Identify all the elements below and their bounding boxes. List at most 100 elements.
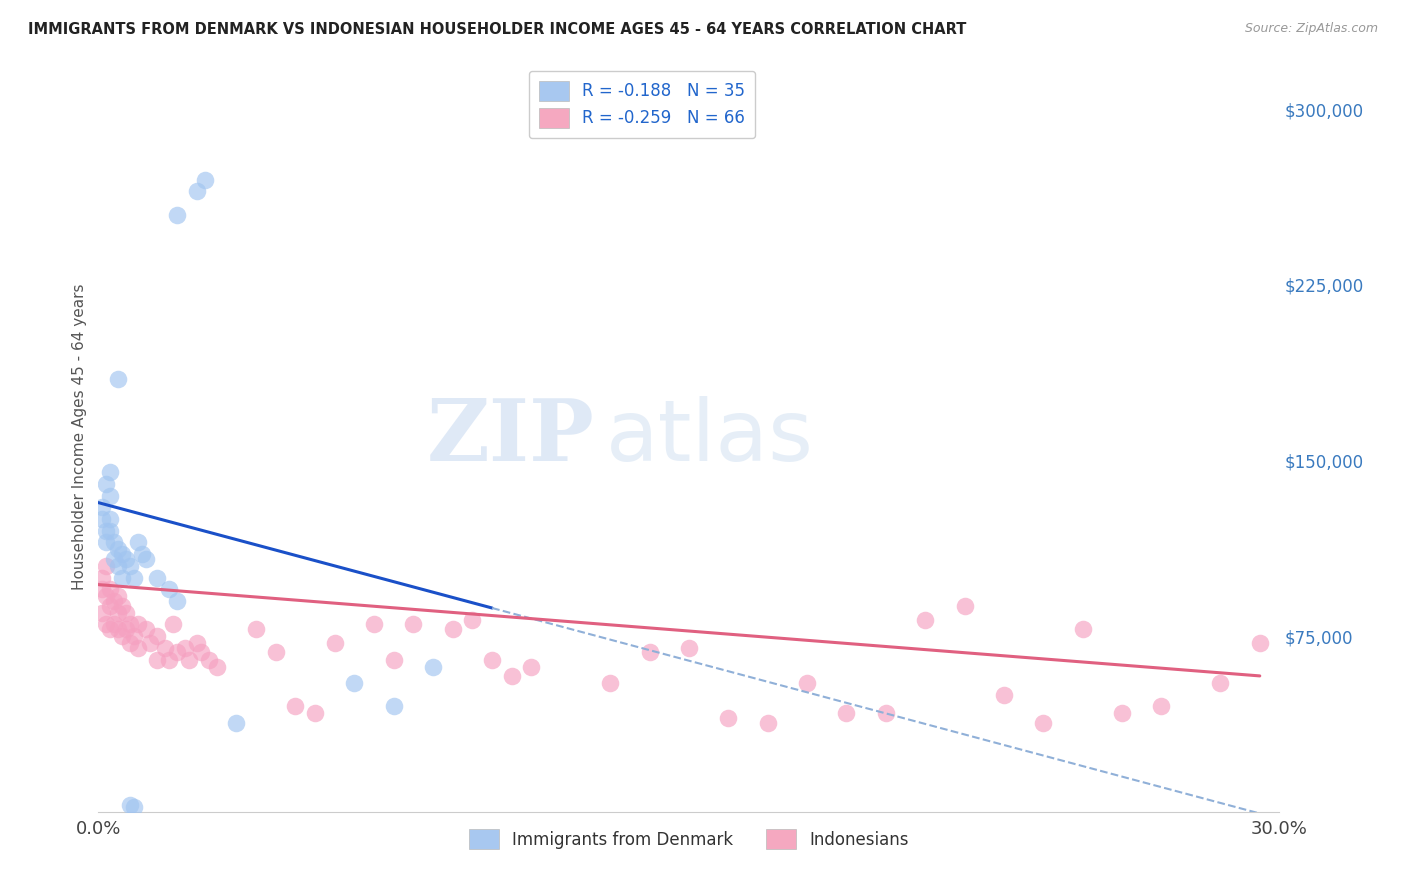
Point: [1032, 715, 1054, 730]
Point: [177, 652, 200, 666]
Point: [96, 617, 118, 632]
Point: [186, 636, 208, 650]
Point: [103, 594, 125, 608]
Point: [98, 599, 121, 613]
Point: [107, 606, 129, 620]
Point: [115, 606, 138, 620]
Point: [96, 535, 118, 549]
Point: [157, 582, 180, 597]
Point: [1150, 699, 1173, 714]
Point: [111, 629, 134, 643]
Point: [155, 640, 177, 655]
Text: atlas: atlas: [606, 395, 814, 479]
Point: [98, 465, 121, 479]
Point: [98, 512, 121, 526]
Point: [98, 524, 121, 538]
Text: ZIP: ZIP: [426, 395, 595, 479]
Point: [197, 652, 219, 666]
Point: [96, 590, 118, 604]
Legend: Immigrants from Denmark, Indonesians: Immigrants from Denmark, Indonesians: [463, 822, 915, 855]
Point: [190, 646, 212, 660]
Point: [107, 590, 129, 604]
Point: [501, 669, 523, 683]
Text: Source: ZipAtlas.com: Source: ZipAtlas.com: [1244, 22, 1378, 36]
Point: [107, 542, 129, 557]
Point: [245, 622, 267, 636]
Point: [402, 617, 425, 632]
Point: [118, 797, 141, 812]
Point: [1209, 676, 1232, 690]
Point: [107, 622, 129, 636]
Point: [461, 613, 484, 627]
Point: [599, 676, 621, 690]
Point: [131, 547, 153, 561]
Point: [194, 172, 217, 186]
Point: [107, 371, 129, 385]
Point: [115, 622, 138, 636]
Point: [115, 551, 138, 566]
Point: [146, 652, 169, 666]
Point: [103, 535, 125, 549]
Point: [91, 582, 114, 597]
Point: [103, 551, 125, 566]
Point: [174, 640, 197, 655]
Point: [122, 629, 145, 643]
Point: [323, 636, 346, 650]
Point: [96, 476, 118, 491]
Point: [205, 659, 228, 673]
Point: [96, 524, 118, 538]
Point: [146, 629, 169, 643]
Point: [875, 706, 897, 721]
Point: [166, 208, 188, 222]
Point: [1111, 706, 1133, 721]
Point: [343, 676, 366, 690]
Point: [98, 489, 121, 503]
Point: [382, 699, 405, 714]
Point: [166, 646, 188, 660]
Point: [796, 676, 818, 690]
Point: [638, 646, 661, 660]
Point: [107, 558, 129, 573]
Point: [138, 636, 160, 650]
Point: [284, 699, 307, 714]
Point: [135, 622, 157, 636]
Point: [953, 599, 976, 613]
Point: [96, 558, 118, 573]
Point: [441, 622, 464, 636]
Point: [835, 706, 858, 721]
Point: [111, 547, 134, 561]
Point: [91, 512, 114, 526]
Point: [225, 715, 247, 730]
Point: [678, 640, 700, 655]
Point: [186, 184, 208, 198]
Point: [103, 617, 125, 632]
Point: [304, 706, 326, 721]
Point: [111, 599, 134, 613]
Point: [993, 688, 1015, 702]
Point: [717, 711, 740, 725]
Point: [118, 636, 141, 650]
Point: [127, 640, 149, 655]
Point: [756, 715, 779, 730]
Point: [264, 646, 287, 660]
Point: [481, 652, 503, 666]
Point: [118, 617, 141, 632]
Point: [91, 500, 114, 515]
Point: [91, 606, 114, 620]
Point: [127, 617, 149, 632]
Y-axis label: Householder Income Ages 45 - 64 years: Householder Income Ages 45 - 64 years: [72, 284, 87, 591]
Point: [1071, 622, 1094, 636]
Point: [914, 613, 936, 627]
Point: [157, 652, 180, 666]
Point: [122, 571, 145, 585]
Point: [127, 535, 149, 549]
Point: [91, 571, 114, 585]
Point: [146, 571, 169, 585]
Text: IMMIGRANTS FROM DENMARK VS INDONESIAN HOUSEHOLDER INCOME AGES 45 - 64 YEARS CORR: IMMIGRANTS FROM DENMARK VS INDONESIAN HO…: [28, 22, 966, 37]
Point: [162, 617, 184, 632]
Point: [135, 551, 157, 566]
Point: [1249, 636, 1271, 650]
Point: [122, 800, 145, 814]
Point: [520, 659, 543, 673]
Point: [98, 622, 121, 636]
